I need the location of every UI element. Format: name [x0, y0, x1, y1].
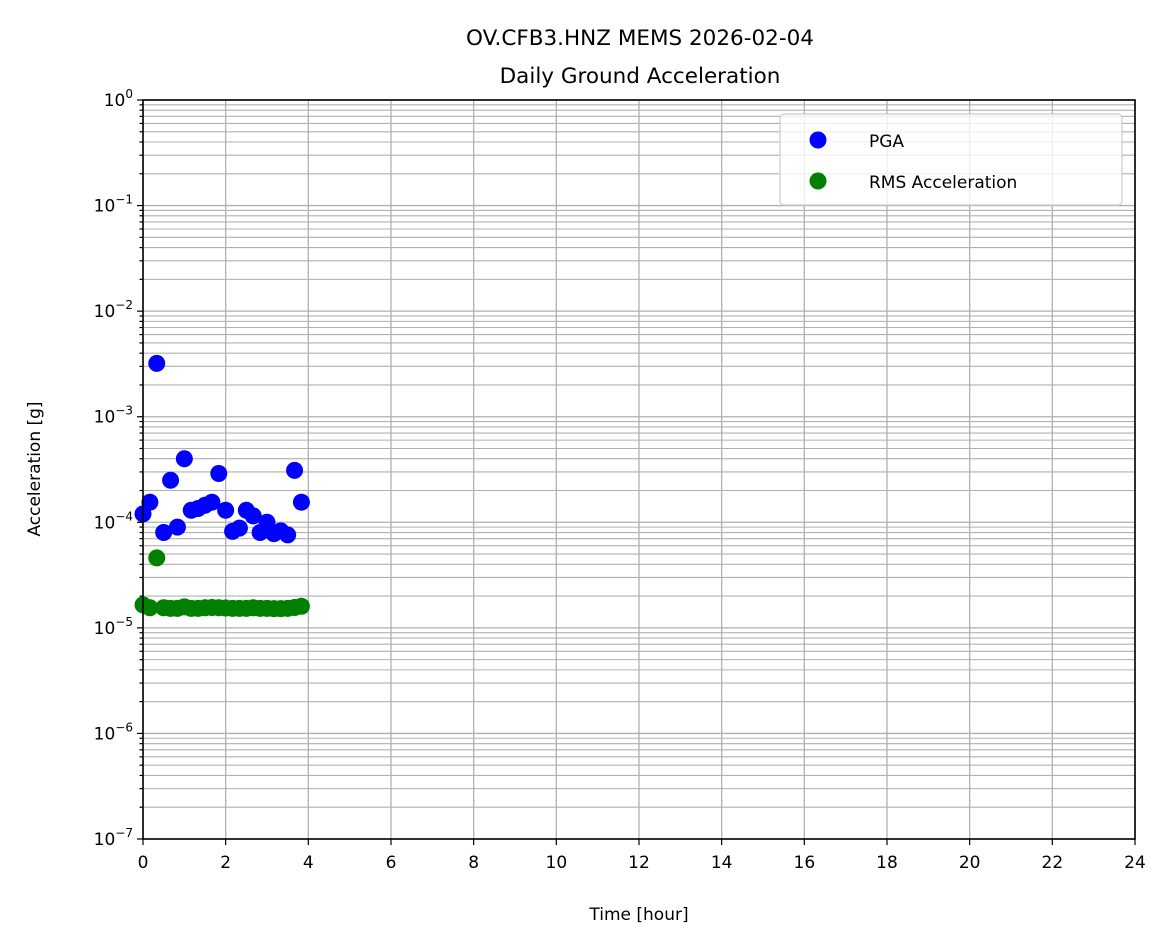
pga-point: [141, 493, 159, 511]
x-axis-label: Time [hour]: [588, 905, 688, 925]
x-tick-label: 4: [303, 853, 314, 873]
y-tick-label: 10−2: [94, 298, 133, 322]
x-tick-label: 8: [468, 853, 479, 873]
x-tick-label: 2: [220, 853, 231, 873]
y-tick-label: 10−5: [94, 615, 133, 639]
x-tick-label: 16: [794, 853, 816, 873]
legend-marker-rms: [809, 172, 827, 190]
legend-label-pga: PGA: [869, 132, 904, 152]
x-tick-label: 20: [959, 853, 981, 873]
y-tick-label: 10−4: [94, 509, 133, 533]
pga-series: [134, 354, 310, 544]
pga-point: [279, 526, 297, 544]
pga-point: [168, 518, 186, 536]
y-tick-label: 100: [104, 87, 133, 111]
x-tick-label: 14: [711, 853, 733, 873]
grid: [142, 99, 1136, 840]
x-tick-label: 10: [546, 853, 568, 873]
y-tick-label: 10−3: [94, 404, 133, 428]
x-tick-label: 18: [876, 853, 898, 873]
pga-point: [162, 471, 180, 489]
pga-point: [292, 493, 310, 511]
pga-point: [217, 501, 235, 519]
chart-subtitle: Daily Ground Acceleration: [500, 64, 781, 89]
legend-marker-pga: [809, 131, 827, 149]
pga-point: [148, 354, 166, 372]
y-tick-label: 10−7: [94, 826, 133, 850]
x-tick-label: 6: [386, 853, 397, 873]
y-tick-label: 10−1: [94, 193, 133, 217]
x-tick-label: 22: [1042, 853, 1064, 873]
rms-point: [148, 549, 166, 567]
x-tick-label: 12: [628, 853, 650, 873]
rms-point: [292, 597, 310, 615]
rms-series: [134, 549, 310, 618]
chart-title: OV.CFB3.HNZ MEMS 2026-02-04: [466, 26, 814, 51]
data-points: [134, 354, 310, 618]
legend-label-rms: RMS Acceleration: [869, 173, 1017, 193]
x-tick-label: 24: [1124, 853, 1146, 873]
legend: PGA RMS Acceleration: [779, 113, 1123, 206]
pga-point: [155, 524, 173, 542]
rms-point: [141, 599, 159, 617]
pga-point: [210, 464, 228, 482]
legend-box: [779, 113, 1123, 206]
x-tick-label: 0: [138, 853, 149, 873]
pga-point: [175, 450, 193, 468]
y-axis-label: Acceleration [g]: [25, 401, 45, 536]
pga-point: [230, 519, 248, 537]
pga-point: [203, 493, 221, 511]
y-tick-label: 10−6: [94, 720, 133, 744]
pga-point: [286, 461, 304, 479]
pga-point: [244, 507, 262, 525]
